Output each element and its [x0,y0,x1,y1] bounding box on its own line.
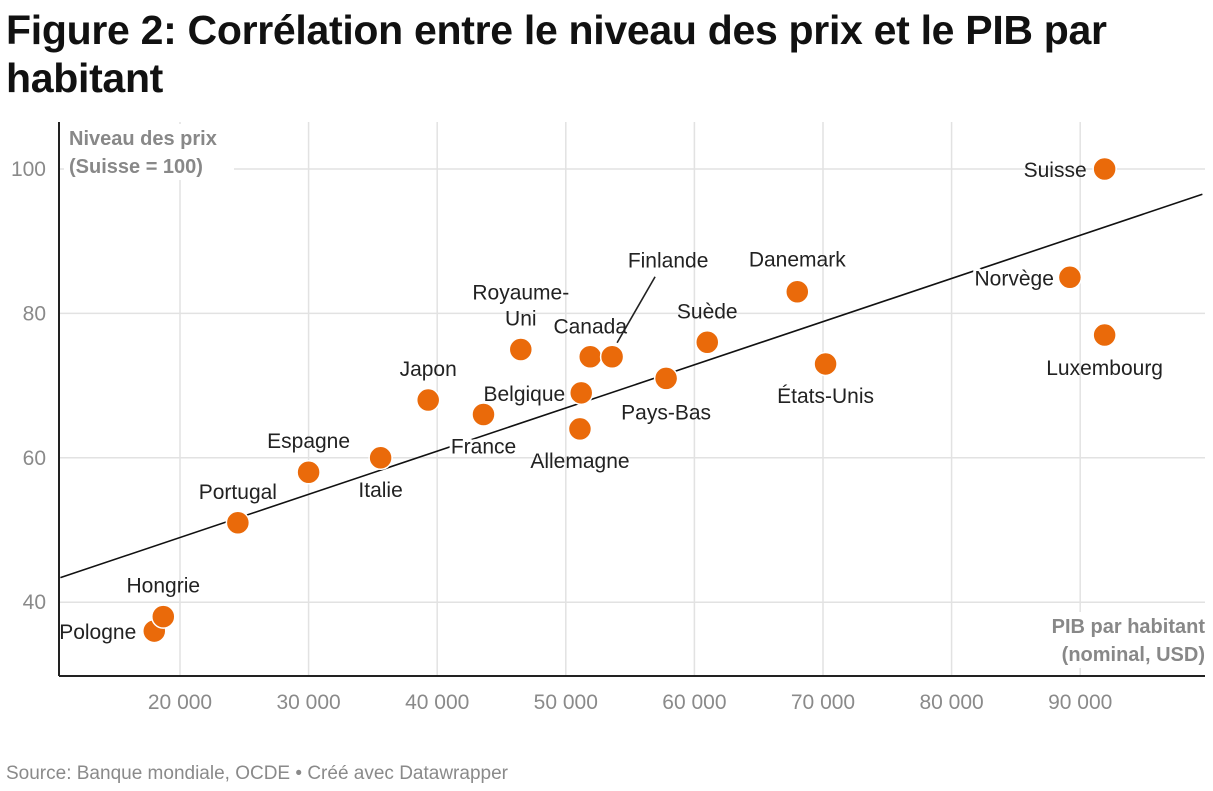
x-tick-label: 40 000 [405,691,469,714]
footer: Source: Banque mondiale, OCDE • Créé ave… [6,763,508,785]
point-label: Danemark [749,249,846,272]
credit-text: Créé avec Datawrapper [307,763,508,784]
point-label: Hongrie [127,575,201,598]
point-label: Allemagne [530,450,629,473]
x-tick-label: 30 000 [276,691,340,714]
x-tick-label: 20 000 [148,691,212,714]
x-tick-label: 60 000 [662,691,726,714]
y-axis-title-line-1: Niveau des prix [69,128,217,150]
data-point [368,445,393,471]
source-text: Source: Banque mondiale, OCDE [6,763,291,784]
point-label: Finlande [628,250,709,273]
trendline [60,193,1203,579]
point-label: France [451,435,516,458]
data-point [151,604,176,629]
data-point [653,366,679,391]
data-point [225,510,251,536]
footer-separator: • [295,763,303,784]
y-tick-label: 60 [23,447,46,470]
data-point [567,416,593,442]
point-label: Norvège [975,267,1054,290]
trendline-path [60,193,1203,579]
y-axis-title-line-2: (Suisse = 100) [69,156,203,178]
point-label: Royaume-Uni [472,282,569,331]
point-label: Canada [553,316,627,339]
data-point [785,279,810,304]
data-point [296,459,321,485]
x-axis-title: PIB par habitant (nominal, USD) [1028,612,1208,668]
x-tick-label: 70 000 [791,691,855,714]
grid [59,122,1205,676]
point-label: Pologne [59,621,136,644]
point-label: Belgique [483,383,565,406]
chart-title: Figure 2: Corrélation entre le niveau de… [6,7,1107,101]
x-axis-title-line-2: (nominal, USD) [1062,644,1205,666]
y-axis-title: Niveau des prix (Suisse = 100) [64,124,234,180]
y-tick-labels: 40 60 80 100 [11,158,46,614]
point-label: Luxembourg [1046,357,1163,380]
axes [58,122,1205,677]
data-point [695,330,720,355]
data-point [471,402,496,427]
x-tick-labels: 20 000 30 000 40 000 50 000 60 000 70 000 80 0… [148,691,1112,714]
point-label: Japon [400,358,457,381]
point-label: Pays-Bas [621,401,711,424]
point-label: Portugal [199,481,277,504]
data-point [1092,156,1117,182]
x-tick-label: 90 000 [1048,691,1112,714]
y-tick-label: 40 [23,591,46,614]
data-point [508,337,534,362]
data-points [142,156,1117,644]
y-tick-label: 100 [11,158,46,181]
x-tick-label: 80 000 [919,691,983,714]
data-point [813,351,838,377]
point-label: États-Unis [777,385,874,408]
y-tick-label: 80 [23,302,46,325]
point-label: Espagne [267,430,350,453]
data-point [599,344,625,369]
data-point [568,380,594,406]
point-label: Suisse [1024,159,1087,182]
data-point [1092,322,1117,348]
point-label: Suède [677,300,738,323]
data-point [415,387,441,413]
x-tick-label: 50 000 [534,691,598,714]
data-point [1057,265,1083,290]
data-point [577,344,603,369]
point-label: Italie [358,479,402,502]
point-labels: Pologne Hongrie Portugal Espagne Italie Japon… [59,159,1163,644]
x-axis-title-line-1: PIB par habitant [1052,616,1206,638]
label-leader-line [616,276,656,344]
